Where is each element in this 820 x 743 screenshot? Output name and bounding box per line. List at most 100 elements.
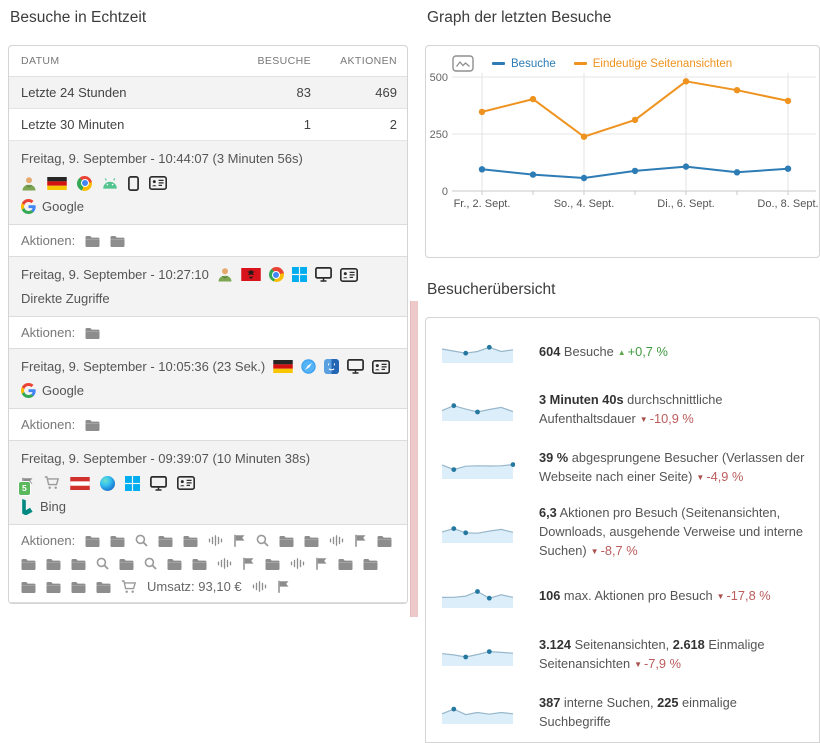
page-icon[interactable] [85,535,100,547]
page-icon[interactable] [279,535,294,547]
metric-value: 6,3 [539,505,557,520]
overview-row: 387 interne Suchen, 225 einmalige Suchbe… [440,684,819,742]
event-icon[interactable] [290,558,305,569]
sparkline[interactable] [440,454,516,482]
overview-metric-text: 6,3 Aktionen pro Besuch (Seitenansichten… [539,504,811,561]
page-icon[interactable] [265,558,280,570]
visit-actions: Aktionen: [9,225,407,257]
event-icon[interactable] [217,558,232,569]
google-g-icon [21,383,36,398]
page-icon[interactable] [21,581,36,593]
page-icon[interactable] [304,535,319,547]
sparkline[interactable] [440,518,515,546]
visit-log-list: Freitag, 9. September - 10:44:07 (3 Minu… [9,141,407,603]
legend-item-0[interactable]: Besuche [492,58,556,70]
page-icon[interactable] [167,558,182,570]
referrer-direct: Direkte Zugriffe [21,289,395,308]
edge-icon [100,475,115,491]
overview-panel-title: Besucherübersicht [427,281,556,298]
page-icon[interactable] [110,235,125,247]
page-icon[interactable] [377,535,392,547]
goal-icon[interactable] [315,557,328,570]
column-datum: DATUM [21,55,60,67]
sparkline[interactable] [440,338,515,366]
metric-value: 225 [657,694,679,710]
metric-value: 2.618 [672,636,705,652]
goal-icon[interactable] [354,534,367,547]
search-icon[interactable] [144,557,157,570]
page-icon[interactable] [46,581,61,593]
page-icon[interactable] [21,558,36,570]
referrer-label[interactable]: Bing [40,499,67,514]
page-icon[interactable] [85,327,100,339]
sparkline[interactable] [440,583,515,611]
page-icon[interactable] [85,419,100,431]
event-icon[interactable] [208,535,223,546]
svg-text:Do., 8. Sept.: Do., 8. Sept. [757,198,818,210]
goal-icon[interactable] [277,580,290,593]
referrer-label[interactable]: Google [42,199,84,214]
visits-evolution-chart[interactable]: 0 250 500 Fr., 2. Sept. So., 4. Sept. Di., 6.… [426,46,819,257]
goal-icon[interactable] [242,557,255,570]
page-icon[interactable] [85,235,100,247]
goal-icon[interactable] [233,534,246,547]
goal-count-badge: 5 [18,481,31,496]
sparkline[interactable] [440,641,515,669]
search-icon[interactable] [135,534,148,547]
graph-panel-title: Graph der letzten Besuche [427,9,612,26]
page-icon[interactable] [119,558,134,570]
export-image-icon[interactable] [452,55,474,72]
cart-icon[interactable] [121,579,137,594]
page-icon[interactable] [192,558,207,570]
visit-datetime: Freitag, 9. September - 09:39:07 (10 Min… [21,451,311,466]
svg-text:250: 250 [430,129,448,141]
summary-row-24h: Letzte 24 Stunden 83 469 [9,77,407,109]
page-icon[interactable] [338,558,353,570]
referrer-google: Google [21,381,395,400]
svg-text:0: 0 [442,186,448,198]
overview-row: 604 Besuche ▲ +0,7 % [440,323,819,381]
cart-icon [44,476,60,490]
page-icon[interactable] [46,558,61,570]
metric-change-down: ▼ -10,9 % [639,411,694,426]
visit-actions: Aktionen: [9,317,407,349]
flag-al-icon [241,268,261,281]
event-icon[interactable] [329,535,344,546]
sparkline[interactable] [440,396,515,424]
svg-text:So., 4. Sept.: So., 4. Sept. [554,198,615,210]
search-icon[interactable] [96,557,109,570]
metric-change-down: ▼ -7,9 % [634,655,681,671]
legend-item-1[interactable]: Eindeutige Seitenansichten [573,58,732,70]
android-icon [102,177,118,189]
visits-evolution-card: Besuche Eindeutige Seitenansichten 0 250 50… [425,45,820,258]
page-icon[interactable] [71,558,86,570]
id-card-icon [372,359,391,374]
id-card-icon [339,267,358,282]
page-icon[interactable] [158,535,173,547]
safari-icon [301,359,316,374]
svg-text:500: 500 [430,72,448,84]
visit-datetime: Freitag, 9. September - 10:44:07 (3 Minu… [21,151,303,166]
sparkline[interactable] [440,699,515,727]
overview-metric-text: 3 Minuten 40s durchschnittliche Aufentha… [539,391,811,429]
page-icon[interactable] [363,558,378,570]
page-icon[interactable] [71,581,86,593]
page-icon[interactable] [183,535,198,547]
page-icon[interactable] [96,581,111,593]
visit-entry: Freitag, 9. September - 10:05:36 (23 Sek… [9,349,407,441]
search-icon[interactable] [256,534,269,547]
chrome-icon [268,267,284,282]
monitor-icon [314,267,332,282]
referrer-label[interactable]: Google [42,383,84,398]
visit-info: Freitag, 9. September - 09:39:07 (10 Min… [9,441,407,525]
metric-value: 39 % [539,450,569,466]
legend-items: Besuche Eindeutige Seitenansichten [492,58,732,70]
overview-metric-text: 39 % abgesprungene Besucher (Verlassen d… [539,449,811,487]
event-icon[interactable] [252,581,267,592]
metric-label: Seitenansichten, [571,636,673,652]
svg-text:Fr., 2. Sept.: Fr., 2. Sept. [454,198,511,210]
page-icon[interactable] [110,535,125,547]
visitor-overview-card: 604 Besuche ▲ +0,7 % 3 Minuten 40s durchsch… [425,317,820,743]
actions-label: Aktionen: [21,533,76,548]
legend-label: Besuche [511,57,556,70]
